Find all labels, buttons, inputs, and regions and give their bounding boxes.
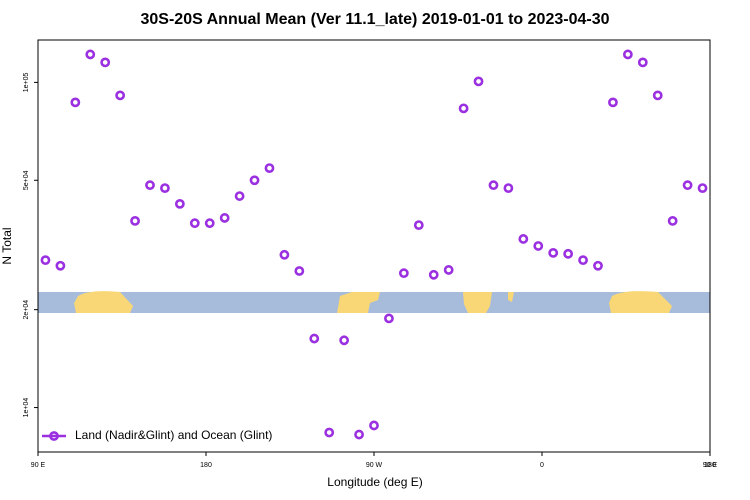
point: [593, 260, 603, 271]
point: [697, 183, 708, 194]
point: [189, 218, 200, 229]
point: [608, 97, 618, 108]
point: [637, 57, 648, 68]
point: [219, 213, 230, 223]
point: [413, 220, 424, 231]
point: [339, 335, 350, 346]
point: [115, 90, 126, 101]
point: [428, 269, 439, 280]
point: [384, 313, 394, 324]
y-tick-label: 1e+04: [23, 398, 30, 418]
point: [578, 255, 588, 266]
point: [55, 260, 66, 271]
point: [294, 266, 305, 276]
point: [309, 333, 320, 344]
y-tick-label: 5e+04: [23, 170, 30, 190]
point: [100, 57, 111, 68]
point: [443, 265, 454, 275]
x-tick-label: 90 E: [31, 462, 46, 469]
point: [204, 218, 215, 229]
point: [503, 183, 514, 194]
point: [563, 248, 574, 259]
point: [548, 247, 559, 258]
point: [279, 249, 290, 260]
x-tick-label: 90 E: [703, 462, 718, 469]
point: [354, 429, 364, 440]
x-tick-label: 90 W: [366, 462, 383, 469]
point: [398, 268, 409, 279]
y-tick-label: 1e+05: [23, 72, 30, 92]
land-ocean-strip: [38, 291, 710, 313]
point: [249, 175, 260, 186]
point: [667, 215, 678, 226]
legend-marker: [49, 431, 59, 441]
point: [40, 255, 51, 266]
point: [264, 163, 275, 173]
x-tick-label: 180: [704, 462, 716, 469]
point: [85, 49, 96, 60]
point: [488, 180, 499, 191]
x-axis-label: Longitude (deg E): [327, 475, 422, 489]
point: [533, 241, 544, 251]
point: [518, 234, 529, 244]
point: [652, 90, 663, 101]
point: [70, 97, 81, 108]
legend-label: Land (Nadir&Glint) and Ocean (Glint): [75, 428, 272, 442]
y-tick-label: 2e+04: [23, 300, 30, 320]
point: [130, 215, 140, 226]
point: [234, 191, 245, 201]
y-axis-label: N Total: [0, 227, 14, 264]
point: [473, 76, 484, 87]
point: [458, 103, 469, 114]
point: [160, 183, 170, 194]
point: [682, 180, 693, 191]
point: [174, 198, 185, 209]
point: [324, 427, 335, 438]
x-tick-label: 0: [540, 462, 544, 469]
point: [622, 49, 633, 60]
x-tick-label: 180: [200, 462, 212, 469]
point: [145, 180, 155, 191]
chart-title: 30S-20S Annual Mean (Ver 11.1_late) 2019…: [141, 11, 610, 28]
point: [369, 420, 379, 431]
